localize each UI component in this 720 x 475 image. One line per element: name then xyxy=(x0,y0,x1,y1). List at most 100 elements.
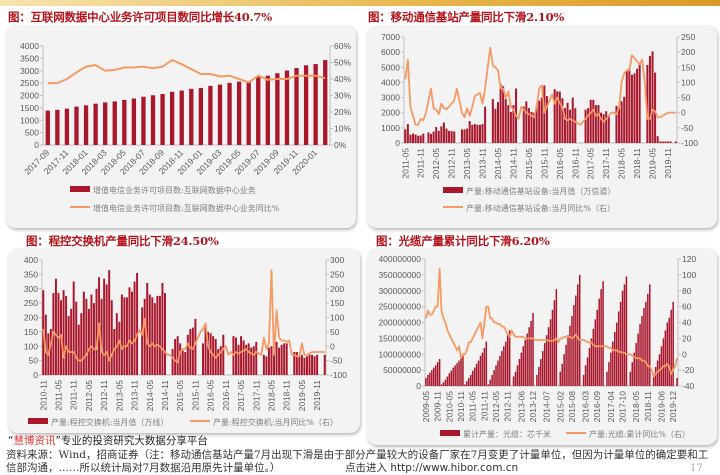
bar xyxy=(587,108,590,143)
x-tick-label: 2013-05 xyxy=(462,148,472,179)
y2-tick-label: 120 xyxy=(682,254,696,264)
bar xyxy=(652,373,655,386)
bar xyxy=(641,316,643,386)
bar xyxy=(615,322,618,386)
bar xyxy=(664,330,667,386)
y-tick-label: 400000000 xyxy=(378,254,421,264)
bar xyxy=(118,321,121,375)
y2-tick-label: 250 xyxy=(681,32,695,42)
bar xyxy=(654,366,657,386)
legend-bar-label: 产量:移动通信基站设备:当月值（万信道） xyxy=(466,186,615,196)
bar xyxy=(661,141,664,143)
bar xyxy=(643,308,645,386)
bar xyxy=(503,346,505,386)
bar xyxy=(526,333,528,386)
chart-3: 0 50 100 150 200 250 300 350 400 -100 -50 0 50 100 150… xyxy=(24,255,347,427)
bar xyxy=(577,284,579,386)
bar xyxy=(592,99,595,143)
bar xyxy=(150,95,156,145)
y2-tick-label: 60% xyxy=(334,41,351,51)
bar xyxy=(245,344,248,375)
bar xyxy=(608,362,610,386)
series-line xyxy=(404,46,676,126)
bar xyxy=(514,371,517,386)
y2-tick-label: 0% xyxy=(334,140,347,150)
bar xyxy=(551,309,554,386)
bar xyxy=(619,301,622,386)
bar xyxy=(597,105,600,143)
bar xyxy=(275,341,278,375)
y2-tick-label: 20% xyxy=(334,107,351,117)
bar xyxy=(280,344,283,375)
bar xyxy=(633,352,635,386)
bar xyxy=(649,284,651,386)
bar xyxy=(444,379,447,386)
y-tick-label: 50000000 xyxy=(383,365,421,375)
bar xyxy=(569,325,571,386)
x-tick-label: 2016-11 xyxy=(221,380,231,411)
bar xyxy=(452,367,454,386)
slogan-text: ”专业的投资研究大数据分享平台 xyxy=(55,435,208,447)
y2-tick-label: 150 xyxy=(681,62,695,72)
x-tick-label: 2013-11 xyxy=(478,148,488,179)
bar xyxy=(494,108,497,143)
bar xyxy=(483,347,486,386)
x-tick-label: 2015-11 xyxy=(190,380,200,411)
bar xyxy=(520,352,523,386)
bar xyxy=(468,378,470,386)
y-tick-label: 0 xyxy=(416,381,421,391)
x-tick-label: 2017-10 xyxy=(618,391,628,422)
bar xyxy=(273,343,276,375)
bar xyxy=(602,281,604,386)
legend-line-label: 产量:移动通信基站设备:当月同比%（右） xyxy=(466,203,615,213)
x-tick-label: 2012-05 xyxy=(84,380,94,411)
bar xyxy=(545,335,548,386)
x-tick-label: 2013-12 xyxy=(528,391,538,422)
x-tick-label: 2014-11 xyxy=(508,148,518,179)
bar xyxy=(549,319,552,386)
bar xyxy=(265,75,270,145)
bar xyxy=(191,327,194,375)
bar xyxy=(294,68,299,145)
bar xyxy=(499,83,502,143)
bar xyxy=(179,343,182,375)
bar xyxy=(417,135,420,143)
bar xyxy=(460,358,462,386)
bar xyxy=(464,384,466,386)
legend-bar-swatch xyxy=(443,187,463,193)
bar xyxy=(659,141,662,143)
y2-tick-label: 250 xyxy=(330,269,344,279)
bar xyxy=(530,111,533,143)
bar xyxy=(618,108,621,143)
bar xyxy=(219,346,222,375)
chart-4-title: 图：光缆产量累计同比下滑6.20% xyxy=(376,234,550,248)
y2-tick-label: 80 xyxy=(682,286,692,296)
x-tick-label: 2016-05 xyxy=(206,380,216,411)
legend-line-label: 产量:光缆:累计同比%（右） xyxy=(589,429,690,439)
hibor-link[interactable]: 点击进入 http://www.hibor.com.cn xyxy=(345,462,519,474)
bar xyxy=(208,85,213,145)
source-note: 资料来源：Wind，招商证券（注：移动通信基站产量7月出现下滑是由于部分产量较大… xyxy=(6,449,708,475)
bar xyxy=(594,319,597,386)
bar xyxy=(169,91,175,145)
bar xyxy=(179,90,184,145)
bar xyxy=(569,109,572,143)
chart-3-title: 图：程控交换机产量同比下滑24.50% xyxy=(26,234,219,248)
bar xyxy=(262,354,265,375)
bar xyxy=(234,337,237,375)
bar xyxy=(538,100,541,143)
bar xyxy=(323,354,326,375)
x-tick-label: 2016-09 xyxy=(592,391,602,422)
bar xyxy=(463,129,466,143)
bar xyxy=(648,55,651,143)
x-tick-label: 2011-05 xyxy=(53,380,63,411)
bar xyxy=(54,278,57,375)
bar xyxy=(598,298,600,386)
bar xyxy=(478,124,481,143)
x-tick-label: 2018-05 xyxy=(617,148,627,179)
bar xyxy=(316,354,319,375)
bar xyxy=(414,134,417,143)
quote-open: “ xyxy=(8,435,14,447)
bar xyxy=(646,65,649,143)
bar xyxy=(283,343,286,375)
